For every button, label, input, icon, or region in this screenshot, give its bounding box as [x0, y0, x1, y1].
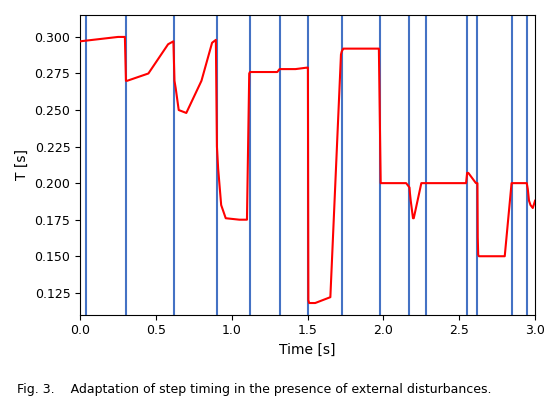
X-axis label: Time [s]: Time [s]: [279, 343, 336, 357]
Y-axis label: T [s]: T [s]: [15, 149, 29, 180]
Text: Fig. 3.    Adaptation of step timing in the presence of external disturbances.: Fig. 3. Adaptation of step timing in the…: [17, 383, 491, 396]
